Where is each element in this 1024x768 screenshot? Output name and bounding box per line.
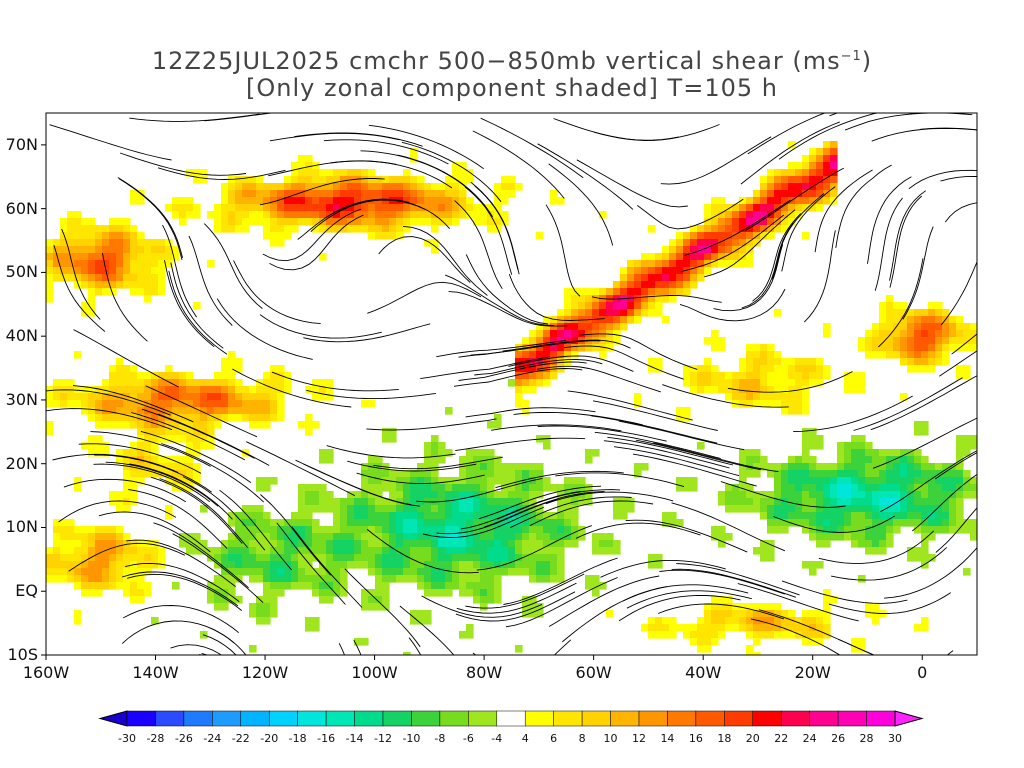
colorbar-label: -14 <box>345 732 364 745</box>
colorbar-label: 24 <box>802 732 817 745</box>
colorbar-label: 10 <box>603 732 618 745</box>
lon-label: 120W <box>241 663 289 682</box>
colorbar-label: 30 <box>888 732 902 745</box>
colorbar-label: 26 <box>831 732 846 745</box>
colorbar-label: -10 <box>402 732 421 745</box>
colorbar-label: 8 <box>578 732 586 745</box>
colorbar-label: -4 <box>491 732 503 745</box>
colorbar-label: -20 <box>260 732 279 745</box>
lat-label: EQ <box>15 581 38 601</box>
colorbar-label: -24 <box>203 732 222 745</box>
colorbar-label: 6 <box>550 732 558 745</box>
colorbar-label: 12 <box>632 732 646 745</box>
colorbar-label: 22 <box>774 732 789 745</box>
map-frame <box>45 112 978 656</box>
lon-label: 60W <box>575 663 612 682</box>
lon-label: 20W <box>794 663 831 682</box>
lon-label: 140W <box>132 663 179 682</box>
lon-label: 100W <box>351 663 398 682</box>
colorbar-label: 18 <box>717 732 732 745</box>
lat-label: 10S <box>7 645 38 664</box>
lat-label: 60N <box>5 198 38 218</box>
lon-label: 0 <box>917 663 928 682</box>
chart-title: 12Z25JUL2025 cmchr 500−850mb vertical sh… <box>0 47 1024 75</box>
title-unit-exponent: −1 <box>840 49 862 64</box>
axis-ticks <box>41 144 923 660</box>
colorbar-label: -18 <box>288 732 307 745</box>
map-plot-area <box>46 113 977 655</box>
lat-label: 70N <box>5 134 38 154</box>
lon-label: 40W <box>685 663 722 682</box>
colorbar-label: 28 <box>859 732 874 745</box>
lat-label: 40N <box>5 326 38 346</box>
lat-label: 10N <box>5 517 38 537</box>
title-line1-end: ) <box>861 47 873 75</box>
chart-subtitle: [Only zonal component shaded] T=105 h <box>246 74 778 102</box>
colorbar-label: -26 <box>174 732 193 745</box>
colorbar-label: -6 <box>462 732 474 745</box>
colorbar-label: -16 <box>317 732 336 745</box>
colorbar-label: -12 <box>374 732 392 745</box>
shear-streamlines <box>46 113 977 655</box>
lon-label: 80W <box>466 663 503 682</box>
colorbar-label: -28 <box>146 732 165 745</box>
lat-label: 20N <box>5 453 38 473</box>
lat-label: 50N <box>5 262 38 282</box>
lat-label: 30N <box>5 389 38 409</box>
colorbar-label: -22 <box>231 732 250 745</box>
colorbar-label: -8 <box>434 732 446 745</box>
lon-label: 160W <box>22 663 70 682</box>
colorbar-label: 4 <box>521 732 529 745</box>
colorbar-label: 16 <box>688 732 703 745</box>
colorbar <box>98 710 924 727</box>
colorbar-label: 14 <box>660 732 675 745</box>
title-line1-text: 12Z25JUL2025 cmchr 500−850mb vertical sh… <box>151 47 841 75</box>
colorbar-label: -30 <box>118 732 136 745</box>
colorbar-label: 20 <box>745 732 760 745</box>
